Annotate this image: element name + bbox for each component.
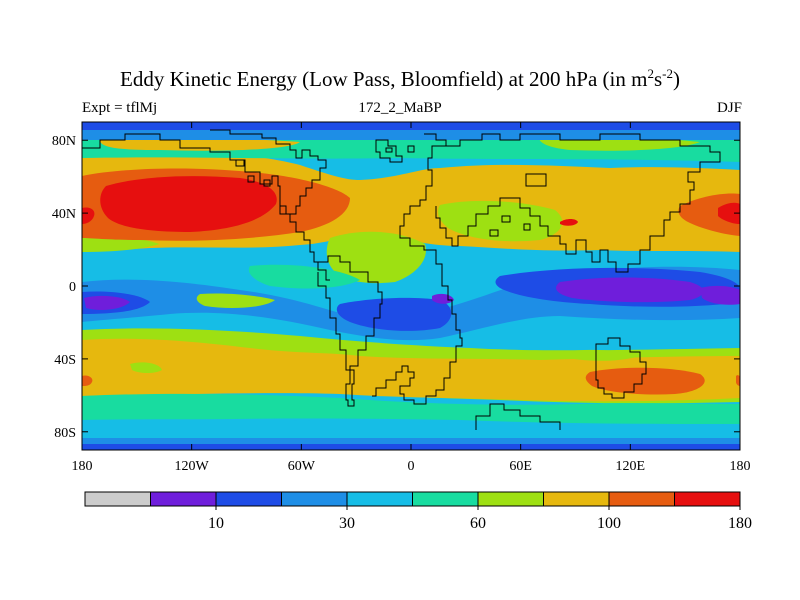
contour-field — [82, 122, 740, 450]
contour-sh-orange-west — [82, 375, 93, 386]
contour-eq-purple — [556, 277, 704, 303]
latitude-ticks: 80N 40N 0 40S 80S — [52, 134, 740, 441]
season-label: DJF — [716, 100, 742, 116]
lat-tick-label: 40S — [54, 353, 76, 368]
contour-sh-green-inlet — [130, 362, 162, 373]
colorbar-swatch — [281, 491, 348, 507]
lon-tick-label: 180 — [730, 459, 751, 474]
lon-tick-label: 0 — [408, 459, 415, 474]
experiment-label: Expt = tflMj — [82, 100, 158, 116]
lon-tick-label: 120E — [616, 459, 646, 474]
colorbar-swatch — [215, 491, 282, 507]
contour-nh-green — [326, 231, 426, 284]
contour-arctic-yellow — [100, 137, 300, 151]
lon-tick-label: 120W — [175, 459, 210, 474]
island-outlines — [235, 145, 531, 237]
central-america-outline — [279, 206, 330, 281]
colorbar-label: 30 — [339, 515, 355, 532]
contour-so-green — [82, 393, 740, 424]
colorbar-label: 100 — [597, 515, 621, 532]
australia-outline — [595, 337, 647, 399]
run-id-label: 172_2_MaBP — [358, 100, 442, 116]
colorbar-swatch — [674, 491, 741, 507]
greenland-outline — [375, 139, 403, 163]
colorbar-swatch — [150, 491, 217, 507]
colorbar-swatch — [346, 491, 413, 507]
colorbar: 10 30 60 100 180 — [84, 491, 752, 532]
colorbar-swatch — [608, 491, 675, 507]
longitude-ticks: 180 120W 60W 0 60E 120E 180 — [72, 122, 751, 474]
colorbar-swatch — [412, 491, 479, 507]
colorbar-swatch — [543, 491, 610, 507]
asia-outline — [435, 133, 721, 273]
colorbar-swatch — [477, 491, 544, 507]
north-america-outline — [82, 129, 327, 215]
lat-tick-label: 0 — [69, 280, 76, 295]
contour-trop-green-2 — [248, 264, 360, 289]
lat-tick-label: 80N — [52, 134, 76, 149]
lon-tick-label: 180 — [72, 459, 93, 474]
contour-eq-purple-pac — [84, 295, 130, 310]
contour-sh-green-inlet-2 — [560, 349, 640, 361]
contour-sh-orange — [585, 367, 705, 395]
contour-so-cyan — [82, 419, 740, 438]
colorbar-swatch — [84, 491, 151, 507]
lon-tick-label: 60W — [288, 459, 316, 474]
europe-africa-outline — [372, 133, 463, 405]
contour-nh-red — [100, 176, 277, 232]
contour-so-lightblue — [82, 438, 740, 444]
contour-eq-blue-atl — [336, 297, 452, 331]
contour-sh-yellow — [82, 338, 740, 402]
contour-eq-purple-2 — [700, 285, 740, 305]
lon-tick-label: 60E — [509, 459, 532, 474]
contour-trop-green — [196, 293, 275, 308]
contour-sh-orange-east — [736, 375, 740, 386]
colorbar-label: 180 — [728, 515, 752, 532]
contour-nh-green-2 — [438, 200, 563, 242]
antarctica-outline — [475, 403, 561, 430]
contour-nh-red-west — [82, 207, 95, 224]
colorbar-label: 10 — [208, 515, 224, 532]
map-title: Eddy Kinetic Energy (Low Pass, Bloomfiel… — [120, 66, 680, 91]
colorbar-label: 60 — [470, 515, 486, 532]
lat-tick-label: 40N — [52, 207, 76, 222]
contour-pac-orange — [678, 193, 740, 236]
contour-pac-red — [718, 202, 740, 224]
south-america-outline — [317, 255, 383, 407]
lat-tick-label: 80S — [54, 426, 76, 441]
contour-east-red-spot — [560, 219, 578, 226]
caspian-outline — [525, 173, 547, 187]
continent-outlines — [82, 129, 721, 430]
